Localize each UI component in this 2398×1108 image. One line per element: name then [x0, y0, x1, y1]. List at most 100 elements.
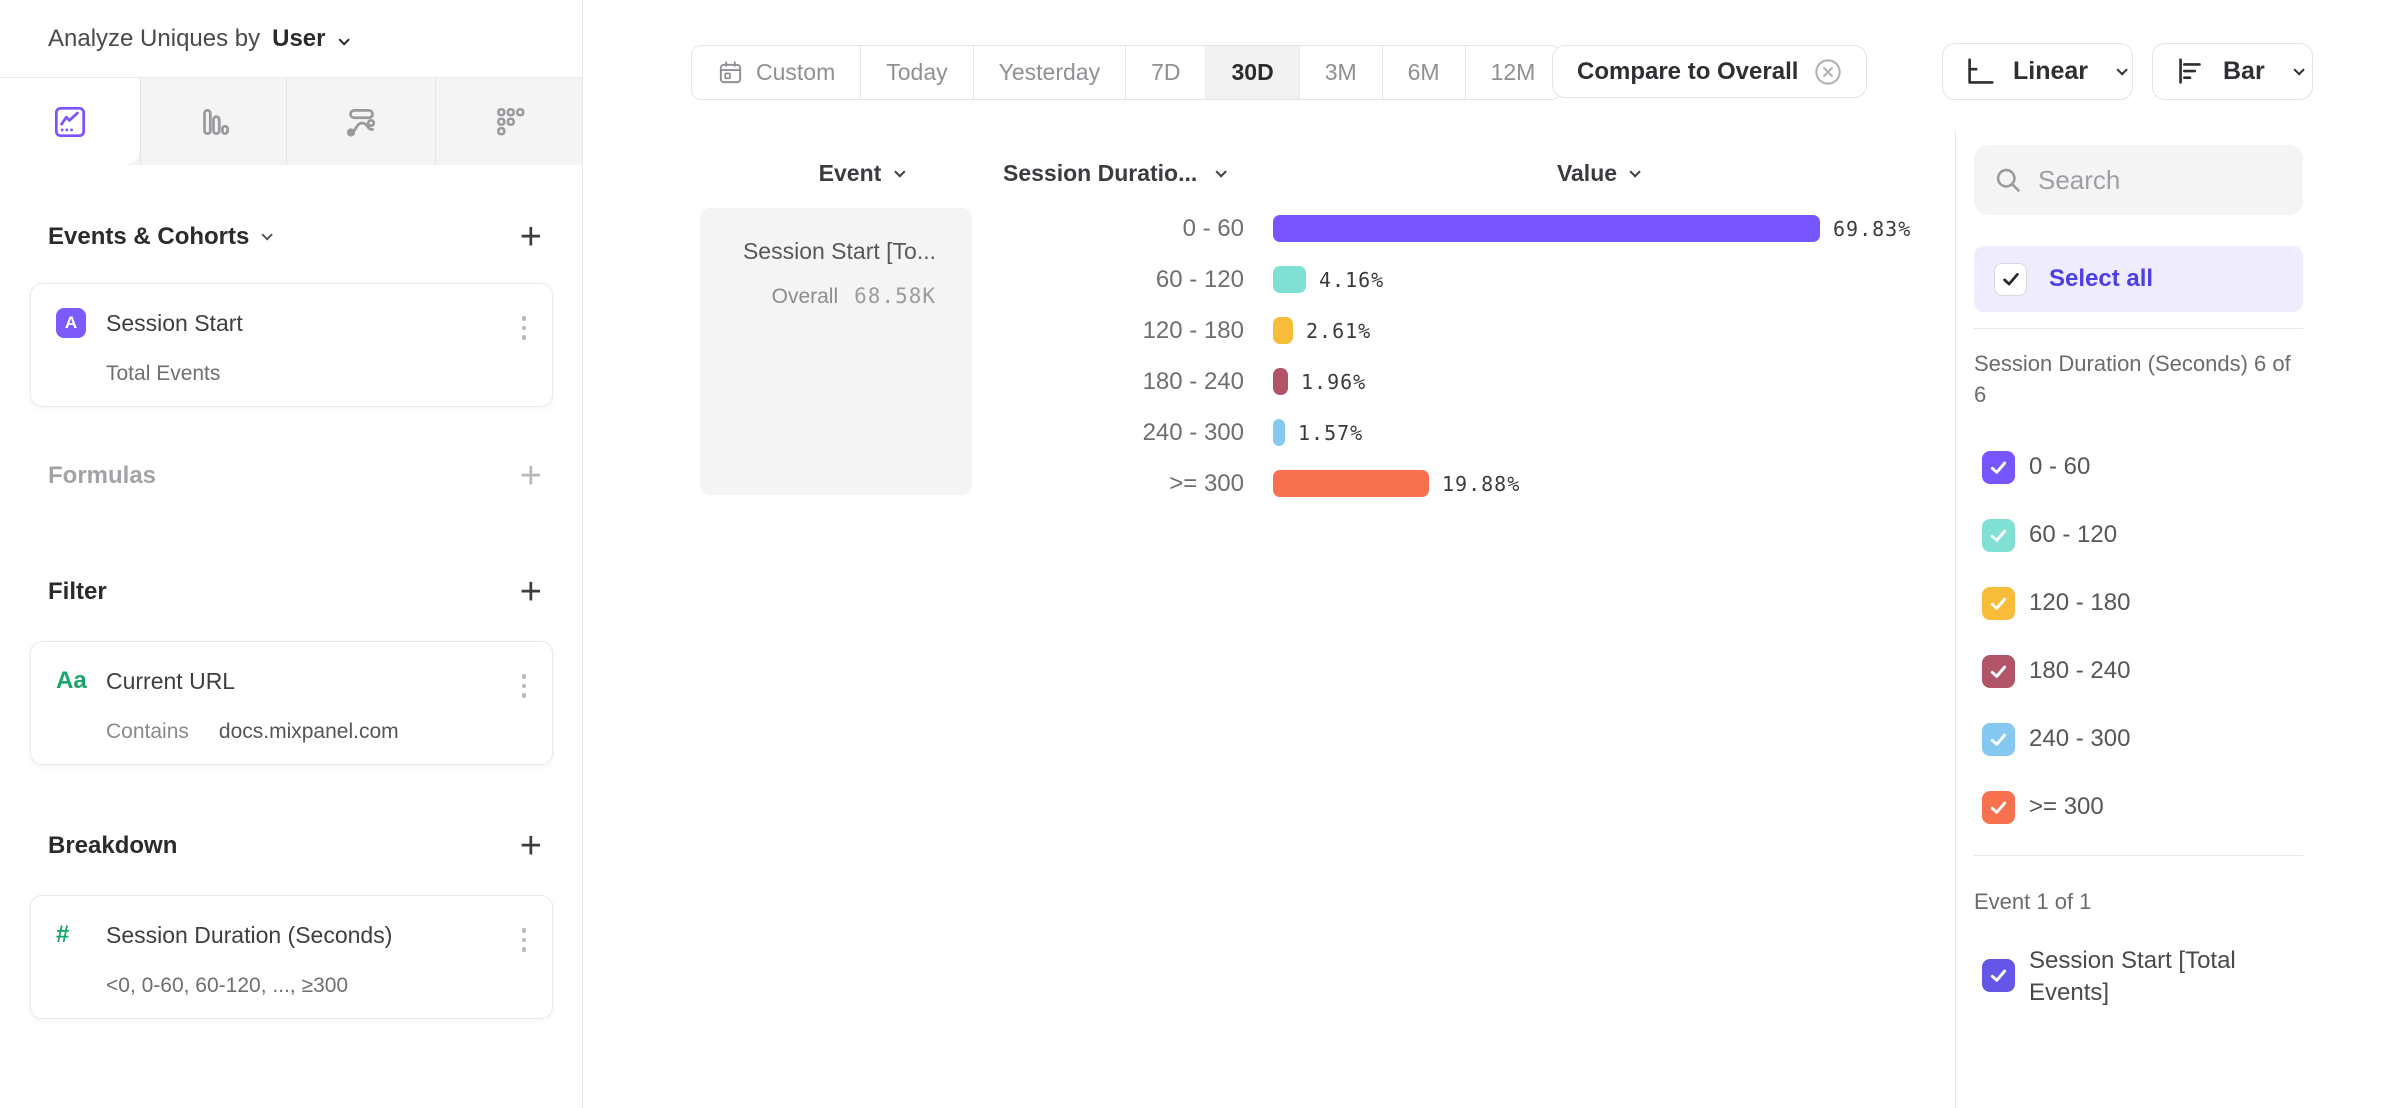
segment-checkbox[interactable]	[1982, 518, 2015, 552]
segment-legend-row[interactable]: 240 - 300	[1974, 705, 2314, 773]
select-all-checkbox[interactable]	[1994, 262, 2027, 296]
segment-checkbox[interactable]	[1982, 450, 2015, 484]
horizontal-bar-chart: 0 - 60 69.83% 60 - 120 4.16% 120 - 180 2…	[584, 203, 1955, 509]
add-filter-button[interactable]: +	[519, 571, 542, 613]
analysis-selector[interactable]: User	[272, 25, 350, 53]
value-bar	[1273, 470, 1429, 497]
chevron-down-icon	[261, 229, 274, 241]
compare-to-overall-button[interactable]: Compare to Overall	[1552, 45, 1868, 98]
value-bar	[1273, 266, 1306, 293]
segment-label: 240 - 300	[2029, 725, 2131, 752]
column-header-breakdown[interactable]: Session Duratio...	[1003, 160, 1228, 187]
events-section-toggle[interactable]: Events & Cohorts	[48, 223, 274, 251]
value-bar	[1273, 317, 1293, 344]
breakdown-card-session-duration[interactable]: # Session Duration (Seconds) <0, 0-60, 6…	[30, 895, 553, 1019]
chart-row: >= 300 19.88%	[584, 458, 1955, 509]
chevron-down-icon	[337, 33, 350, 46]
date-range-30d[interactable]: 30D	[1206, 46, 1300, 99]
chart-type-selector-button[interactable]: Bar	[2152, 43, 2313, 100]
tab-retention[interactable]	[435, 78, 583, 165]
event-result-card[interactable]: Session Start [To... Overall 68.58K	[700, 208, 972, 495]
event-card-subtitle: Total Events	[106, 362, 221, 385]
chevron-down-icon	[1215, 165, 1228, 178]
check-icon	[1990, 597, 2007, 610]
date-range-7d[interactable]: 7D	[1126, 46, 1207, 99]
date-range-today[interactable]: Today	[861, 46, 974, 99]
search-icon	[1996, 168, 2020, 192]
event-legend-label: Session Start [Total Events]	[2029, 947, 2236, 1006]
select-all-label: Select all	[2049, 265, 2154, 292]
legend-panel: Select all Session Duration (Seconds) 6 …	[1955, 130, 2398, 1108]
segment-legend-row[interactable]: >= 300	[1974, 773, 2314, 841]
filter-card-current-url[interactable]: Aa Current URL Contains docs.mixpanel.co…	[30, 641, 553, 765]
linear-scale-icon	[1968, 57, 1994, 84]
legend-search	[1974, 145, 2303, 215]
divider	[1974, 855, 2303, 856]
segment-label: 60 - 120	[2029, 521, 2118, 548]
kebab-menu-icon[interactable]	[518, 312, 531, 344]
search-input[interactable]	[2038, 164, 2268, 196]
number-property-icon: #	[56, 921, 70, 948]
text-property-icon: Aa	[56, 667, 87, 694]
chevron-down-icon	[893, 165, 906, 178]
segment-label: >= 300	[2029, 793, 2104, 820]
bucket-label: 0 - 60	[1182, 214, 1244, 242]
segment-legend-list: 0 - 60 60 - 120 120 - 180 180 - 240 240 …	[1974, 433, 2314, 841]
breakdown-section-row: Breakdown +	[48, 821, 542, 871]
kebab-menu-icon[interactable]	[518, 670, 531, 702]
breakdown-card-title: Session Duration (Seconds)	[106, 922, 393, 948]
tab-flows[interactable]	[286, 78, 435, 165]
chevron-down-icon	[2116, 63, 2128, 76]
date-range-yesterday[interactable]: Yesterday	[974, 46, 1127, 99]
event-checkbox[interactable]	[1982, 959, 2015, 992]
value-percent-label: 2.61%	[1306, 318, 1372, 343]
column-header-event[interactable]: Event	[819, 160, 906, 187]
filter-card-title: Current URL	[106, 668, 236, 694]
tab-funnels[interactable]	[140, 78, 286, 165]
event-card-title: Session Start	[106, 310, 243, 336]
select-all-row[interactable]: Select all	[1974, 246, 2303, 312]
chart-row: 0 - 60 69.83%	[584, 203, 1955, 254]
event-group-label: Event 1 of 1	[1974, 889, 2092, 914]
segment-checkbox[interactable]	[1982, 722, 2015, 756]
overall-label: Overall	[771, 285, 839, 308]
bucket-label: 180 - 240	[1142, 367, 1244, 395]
segment-checkbox[interactable]	[1982, 654, 2015, 688]
chevron-down-icon	[1629, 165, 1641, 178]
bucket-label: 120 - 180	[1142, 316, 1244, 344]
report-main-area: Custom Today Yesterday 7D 30D 3M 6M 12M …	[584, 0, 1955, 1108]
check-icon	[1990, 665, 2007, 678]
report-type-tabs	[0, 78, 582, 165]
segment-legend-row[interactable]: 0 - 60	[1974, 433, 2314, 501]
chart-row: 180 - 240 1.96%	[584, 356, 1955, 407]
scale-selector-button[interactable]: Linear	[1942, 43, 2133, 100]
date-range-custom[interactable]: Custom	[692, 46, 862, 99]
segment-legend-row[interactable]: 60 - 120	[1974, 501, 2314, 569]
check-icon	[2002, 273, 2019, 286]
kebab-menu-icon[interactable]	[518, 924, 531, 956]
tab-insights[interactable]	[0, 78, 140, 165]
add-event-button[interactable]: +	[519, 216, 542, 258]
bucket-label: >= 300	[1169, 469, 1244, 497]
event-legend-row[interactable]: Session Start [Total Events]	[1974, 945, 2314, 1009]
check-icon	[1990, 461, 2007, 474]
segment-legend-row[interactable]: 120 - 180	[1974, 569, 2314, 637]
add-formula-button[interactable]: +	[519, 455, 542, 497]
event-card-session-start[interactable]: A Session Start Total Events	[30, 283, 553, 407]
date-range-12m[interactable]: 12M	[1490, 59, 1536, 85]
segment-legend-row[interactable]: 180 - 240	[1974, 637, 2314, 705]
date-range-6m[interactable]: 6M	[1383, 46, 1466, 99]
scale-label: Linear	[2013, 57, 2089, 85]
circle-x-icon[interactable]	[1814, 58, 1842, 86]
add-breakdown-button[interactable]: +	[519, 825, 542, 867]
bucket-label: 240 - 300	[1142, 418, 1244, 446]
segment-checkbox[interactable]	[1982, 586, 2015, 620]
divider	[1974, 328, 2303, 329]
segment-checkbox[interactable]	[1982, 790, 2015, 824]
filter-section-row: Filter +	[48, 567, 542, 617]
column-header-value[interactable]: Value	[1557, 160, 1641, 187]
date-range-3m[interactable]: 3M	[1300, 46, 1383, 99]
retention-dots-icon	[496, 107, 524, 135]
events-section-row: Events & Cohorts +	[48, 212, 542, 262]
segment-group-label: Session Duration (Seconds) 6 of 6	[1974, 351, 2291, 407]
